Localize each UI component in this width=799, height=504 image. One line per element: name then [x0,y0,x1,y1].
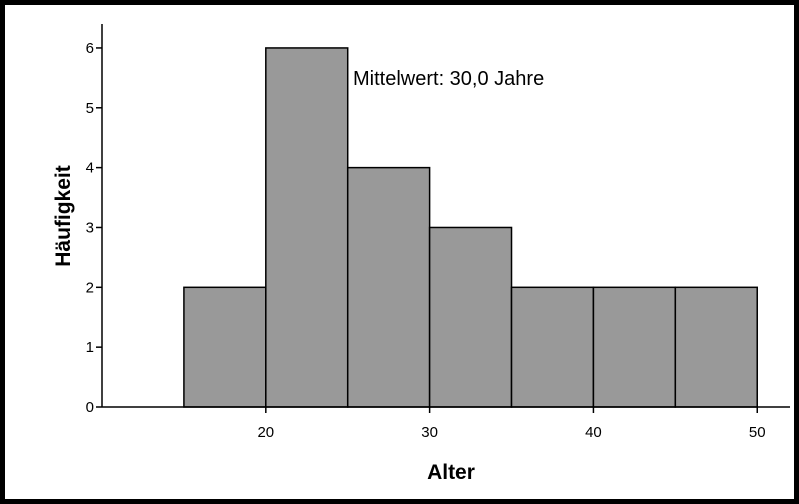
x-tick-label-40: 40 [585,424,602,441]
y-tick-label-0: 0 [86,399,94,416]
y-tick-label-6: 6 [86,40,94,57]
histogram-bar-30-35 [428,226,513,408]
y-tick-label-2: 2 [86,279,94,296]
histogram-bar-35-40 [510,286,595,408]
histogram-bar-20-25 [265,47,349,408]
y-tick-label-4: 4 [86,160,94,177]
y-tick-label-5: 5 [86,100,94,117]
axes-group [101,24,790,408]
y-axis-title: Häufigkeit [52,165,75,267]
x-tick-label-20: 20 [257,424,274,441]
histogram-bar-15-20 [183,286,267,408]
histogram-bar-45-50 [674,286,758,408]
y-tick-label-1: 1 [86,339,94,356]
x-axis-title: Alter [427,461,475,484]
histogram-bar-25-30 [346,166,431,408]
y-tick-label-3: 3 [86,219,94,236]
x-tick-label-30: 30 [421,424,438,441]
bars-group [183,47,758,408]
x-tick-label-50: 50 [749,424,766,441]
histogram-bar-40-45 [592,286,677,408]
mean-annotation: Mittelwert: 30,0 Jahre [353,68,544,90]
ticks-group: 0 1 2 3 4 5 6 20 30 40 50 [86,40,766,441]
